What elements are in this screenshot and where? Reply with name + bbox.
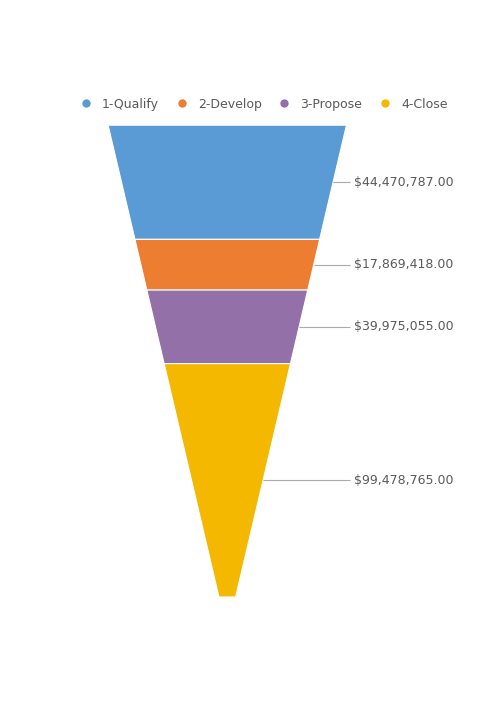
Polygon shape xyxy=(108,125,346,239)
Polygon shape xyxy=(164,364,291,597)
Polygon shape xyxy=(135,239,319,290)
Text: $17,869,418.00: $17,869,418.00 xyxy=(354,258,453,271)
Text: $99,478,765.00: $99,478,765.00 xyxy=(354,474,454,487)
Polygon shape xyxy=(147,290,308,364)
Text: $44,470,787.00: $44,470,787.00 xyxy=(354,176,454,189)
Legend: 1-Qualify, 2-Develop, 3-Propose, 4-Close: 1-Qualify, 2-Develop, 3-Propose, 4-Close xyxy=(68,93,452,116)
Text: $39,975,055.00: $39,975,055.00 xyxy=(354,320,454,333)
